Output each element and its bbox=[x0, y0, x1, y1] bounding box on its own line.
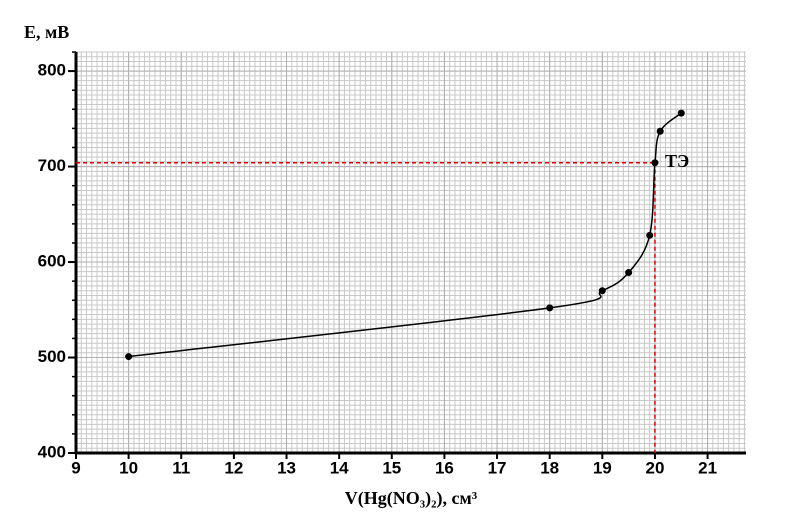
y-axis-label: E, мВ bbox=[24, 22, 69, 42]
x-tick-label: 20 bbox=[645, 458, 664, 477]
x-tick-label: 14 bbox=[330, 458, 349, 477]
annotation-label: ТЭ bbox=[665, 151, 689, 171]
data-point bbox=[625, 269, 633, 277]
data-point bbox=[598, 287, 606, 295]
x-tick-label: 10 bbox=[119, 458, 138, 477]
y-tick-label: 500 bbox=[38, 347, 66, 366]
curve bbox=[128, 112, 682, 358]
data-point bbox=[651, 159, 659, 167]
x-tick-label: 19 bbox=[593, 458, 612, 477]
x-tick-label: 16 bbox=[435, 458, 454, 477]
x-tick-label: 18 bbox=[540, 458, 559, 477]
data-point bbox=[646, 231, 654, 239]
y-tick-label: 600 bbox=[38, 252, 66, 271]
x-tick-label: 17 bbox=[488, 458, 507, 477]
data-point bbox=[546, 304, 554, 312]
x-tick-label: 21 bbox=[698, 458, 717, 477]
y-tick-label: 700 bbox=[38, 156, 66, 175]
x-tick-label: 12 bbox=[224, 458, 243, 477]
x-axis-label: V(Hg(NO₃)₂), см³ bbox=[345, 488, 478, 509]
y-tick-label: 800 bbox=[38, 61, 66, 80]
y-tick-label: 400 bbox=[38, 442, 66, 461]
x-tick-label: 9 bbox=[71, 458, 80, 477]
data-point bbox=[656, 127, 664, 135]
x-tick-label: 11 bbox=[172, 458, 190, 477]
data-point bbox=[677, 109, 685, 117]
x-tick-label: 13 bbox=[277, 458, 296, 477]
data-point bbox=[125, 353, 133, 361]
x-tick-label: 15 bbox=[382, 458, 401, 477]
